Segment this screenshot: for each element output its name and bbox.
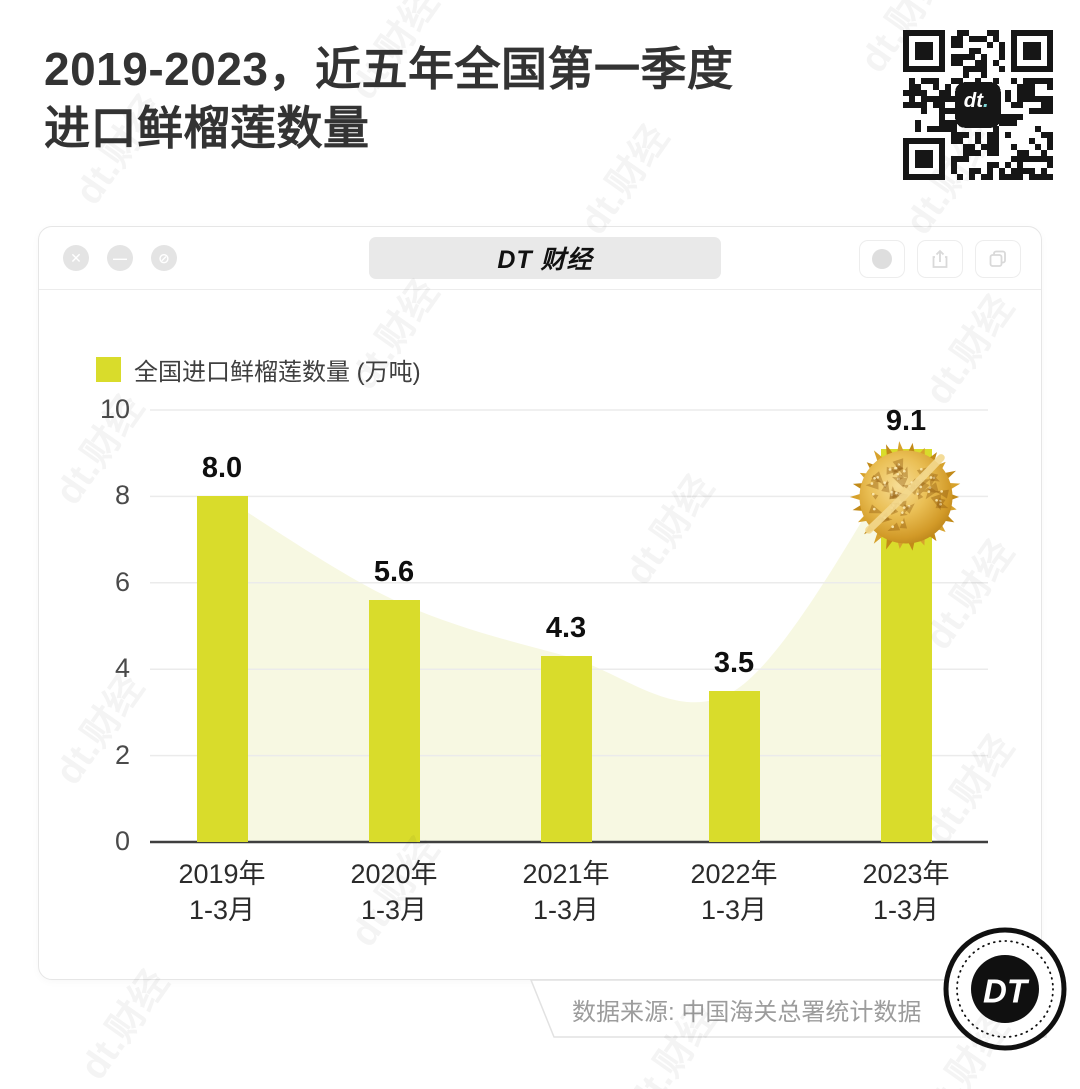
x-axis-label: 2021年 1-3月 <box>522 859 610 925</box>
y-tick-label: 2 <box>114 739 130 770</box>
x-axis-label: 2023年 1-3月 <box>862 859 950 925</box>
page-title-line2: 进口鲜榴莲数量 <box>44 102 370 154</box>
tabs-button[interactable] <box>975 240 1021 278</box>
x-axis-label: 2019年 1-3月 <box>178 859 266 925</box>
legend-label: 全国进口鲜榴莲数量 (万吨) <box>134 359 421 386</box>
close-icon[interactable]: ✕ <box>63 245 89 271</box>
y-tick-label: 8 <box>114 480 130 511</box>
x-axis-label: 2020年 1-3月 <box>350 859 438 925</box>
block-icon[interactable]: ⊘ <box>151 245 177 271</box>
y-tick-label: 4 <box>114 653 130 684</box>
tabs-icon <box>989 250 1006 267</box>
dt-logo: DT <box>943 927 1067 1051</box>
y-tick-label: 0 <box>114 826 130 856</box>
minimize-icon[interactable]: — <box>107 245 133 271</box>
bar-2022年 <box>708 690 760 842</box>
y-tick-label: 6 <box>114 566 130 597</box>
bar-value-label: 4.3 <box>545 612 587 645</box>
data-source-label: 数据来源: 中国海关总署统计数据 <box>572 999 922 1026</box>
bar-2021年 <box>540 656 592 842</box>
durian-fruit-image <box>849 440 961 551</box>
bar-value-label: 5.6 <box>373 556 415 589</box>
share-button[interactable] <box>917 240 963 278</box>
record-button[interactable] <box>859 240 905 278</box>
chart-legend: 全国进口鲜榴莲数量 (万吨) <box>96 352 421 387</box>
x-axis-label: 2022年 1-3月 <box>690 859 778 925</box>
share-icon <box>932 249 948 268</box>
qr-code: dt. <box>903 30 1053 180</box>
bar-value-label: 3.5 <box>713 646 755 679</box>
dt-logo-text: DT <box>983 973 1030 1010</box>
window-controls: ✕ — ⊘ <box>63 245 177 271</box>
page-title: 2019-2023，近五年全国第一季度 进口鲜榴莲数量 <box>44 40 733 158</box>
bar-value-label: 8.0 <box>201 452 243 485</box>
bar-2020年 <box>368 600 420 842</box>
record-circle-icon <box>872 249 892 269</box>
source-band <box>529 979 1047 1038</box>
svg-text:dt.: dt. <box>964 90 989 112</box>
window-title: DT 财经 <box>369 237 721 279</box>
page-title-line1: 2019-2023，近五年全国第一季度 <box>44 43 734 95</box>
y-tick-label: 10 <box>99 394 130 424</box>
legend-swatch <box>96 357 121 382</box>
bar-value-label: 9.1 <box>885 404 927 437</box>
bar-2019年 <box>196 496 248 842</box>
window-action-buttons <box>859 240 1021 278</box>
browser-titlebar: ✕ — ⊘ DT 财经 <box>39 227 1041 290</box>
